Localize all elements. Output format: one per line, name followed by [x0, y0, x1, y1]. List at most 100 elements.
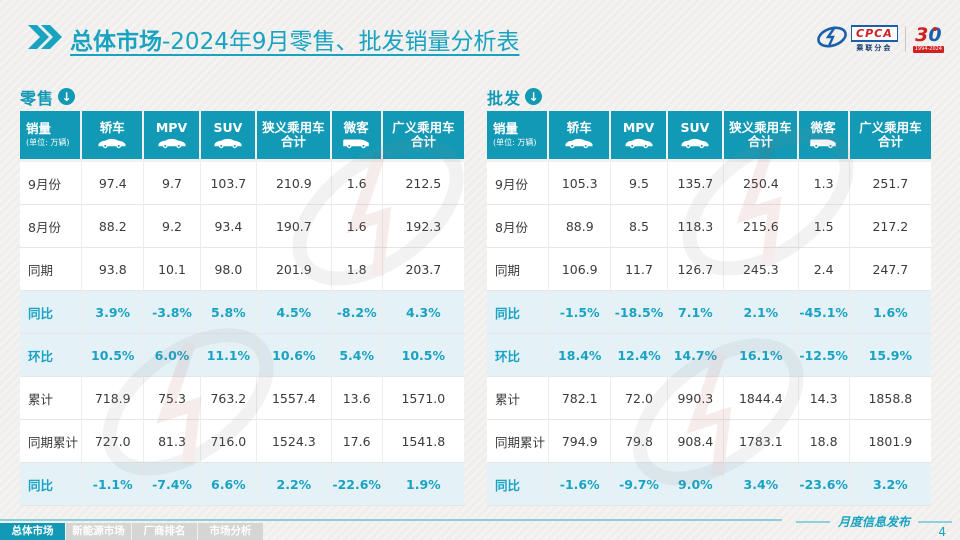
data-cell: 75.3 [144, 377, 201, 420]
data-cell: 1.8 [331, 248, 383, 291]
down-arrow-icon: ↓ [58, 88, 76, 105]
data-cell: 5.8% [200, 291, 258, 334]
row-label: 同期 [487, 248, 550, 291]
retail-section-header: 零售 ↓ [20, 85, 464, 108]
column-header: 轿车 [549, 111, 612, 162]
data-cell: 763.2 [200, 377, 258, 420]
data-cell: 10.5% [82, 334, 145, 377]
column-label: 轿车 [566, 119, 592, 135]
data-cell: 14.3 [798, 377, 850, 420]
column-header: 轿车 [82, 111, 145, 162]
data-cell: 98.0 [200, 248, 258, 291]
data-cell: -45.1% [798, 291, 850, 334]
data-cell: 718.9 [82, 377, 145, 420]
row-label: 同比 [487, 463, 550, 506]
table-row: 累计 718.9 75.3 763.2 1557.4 13.6 1571.0 [20, 377, 464, 420]
data-cell: -22.6% [331, 463, 383, 506]
column-header: 狭义乘用车 合计 [724, 111, 799, 162]
table-row: 8月份 88.9 8.5 118.3 215.6 1.5 217.2 [487, 205, 931, 248]
unit-label: (单位: 万辆) [493, 138, 537, 148]
column-header: SUV [667, 111, 725, 162]
data-cell: 118.3 [667, 205, 725, 248]
cpca-logo: CPCA 乘联分会 30 1994-2024 [816, 24, 944, 54]
data-cell: 88.2 [82, 205, 145, 248]
tab-oem-ranking[interactable]: 厂商排名 [132, 523, 197, 540]
row-label: 同比 [20, 291, 83, 334]
column-header: 微客 [798, 111, 850, 162]
data-cell: 3.4% [724, 463, 799, 506]
data-cell: 12.4% [611, 334, 668, 377]
table-row: 累计 782.1 72.0 990.3 1844.4 14.3 1858.8 [487, 377, 931, 420]
table-row: 同比 -1.5% -18.5% 7.1% 2.1% -45.1% 1.6% [487, 291, 931, 334]
page-number: 4 [938, 525, 946, 539]
data-cell: 794.9 [549, 420, 612, 463]
table-row: 同期 106.9 11.7 126.7 245.3 2.4 247.7 [487, 248, 931, 291]
data-cell: 10.1 [144, 248, 201, 291]
retail-table: 销量 (单位: 万辆) 轿车 MPV SUV 狭义乘用车 合计 微客 广义乘用车 合计 9月份 97.… [20, 111, 464, 506]
data-cell: 11.1% [200, 334, 258, 377]
data-cell: 15.9% [849, 334, 931, 377]
tables-area: 零售 ↓ 销量 (单位: 万辆) 轿车 MPV SUV 狭义乘用车 合计 微客 广义乘用车 合计 9… [20, 85, 931, 506]
car-icon [549, 136, 609, 149]
data-cell: 215.6 [724, 205, 799, 248]
down-arrow-icon: ↓ [525, 88, 543, 105]
data-cell: -18.5% [611, 291, 668, 334]
data-cell: 4.5% [257, 291, 332, 334]
column-header: 销量 (单位: 万辆) [20, 111, 83, 162]
row-label: 8月份 [487, 205, 550, 248]
anniversary-number: 30 [915, 23, 942, 46]
wholesale-table: 销量 (单位: 万辆) 轿车 MPV SUV 狭义乘用车 合计 微客 广义乘用车 合计 9月份 105… [487, 111, 931, 506]
data-cell: 18.8 [798, 420, 850, 463]
column-label: SUV [680, 119, 710, 135]
table-row: 8月份 88.2 9.2 93.4 190.7 1.6 192.3 [20, 205, 464, 248]
data-cell: 106.9 [549, 248, 612, 291]
row-label: 8月份 [20, 205, 83, 248]
data-cell: 2.4 [798, 248, 850, 291]
data-cell: 97.4 [82, 162, 145, 205]
footer-rule [0, 519, 782, 521]
cpca-swoosh-icon [816, 24, 848, 54]
data-cell: 1858.8 [849, 377, 931, 420]
column-header: 微客 [331, 111, 383, 162]
column-header: MPV [144, 111, 201, 162]
row-label: 同期累计 [487, 420, 550, 463]
retail-section: 零售 ↓ 销量 (单位: 万辆) 轿车 MPV SUV 狭义乘用车 合计 微客 广义乘用车 合计 9… [20, 85, 464, 506]
data-cell: -9.7% [611, 463, 668, 506]
data-cell: 16.1% [724, 334, 799, 377]
row-label: 同期 [20, 248, 83, 291]
data-cell: 1541.8 [382, 420, 464, 463]
data-cell: 135.7 [667, 162, 725, 205]
data-cell: 18.4% [549, 334, 612, 377]
column-label: 广义乘用车 [392, 119, 455, 135]
data-cell: 72.0 [611, 377, 668, 420]
tab-nev-market[interactable]: 新能源市场 [66, 523, 131, 540]
tab-overall-market[interactable]: 总体市场 [0, 523, 65, 540]
unit-label: (单位: 万辆) [26, 138, 70, 148]
data-cell: 79.8 [611, 420, 668, 463]
column-label: MPV [155, 119, 188, 135]
double-chevron-icon [28, 25, 62, 53]
data-cell: 88.9 [549, 205, 612, 248]
column-header: 广义乘用车 合计 [849, 111, 931, 162]
column-label-line2: 合计 [280, 134, 306, 149]
data-cell: 716.0 [200, 420, 258, 463]
data-cell: 2.1% [724, 291, 799, 334]
tab-market-analysis[interactable]: 市场分析 [198, 523, 263, 540]
data-cell: -1.5% [549, 291, 612, 334]
data-cell: 105.3 [549, 162, 612, 205]
column-label-line2: 合计 [877, 134, 903, 149]
column-label: 微客 [343, 119, 369, 135]
row-label: 累计 [487, 377, 550, 420]
row-label: 累计 [20, 377, 83, 420]
data-cell: 1.6 [331, 205, 383, 248]
column-label: 狭义乘用车 [262, 119, 325, 135]
data-cell: 250.4 [724, 162, 799, 205]
table-row: 同比 -1.6% -9.7% 9.0% 3.4% -23.6% 3.2% [487, 463, 931, 506]
row-label: 9月份 [20, 162, 83, 205]
car-icon [201, 136, 255, 149]
data-cell: 13.6 [331, 377, 383, 420]
wholesale-section-header: 批发 ↓ [487, 85, 931, 108]
column-header: MPV [611, 111, 668, 162]
data-cell: -3.8% [144, 291, 201, 334]
